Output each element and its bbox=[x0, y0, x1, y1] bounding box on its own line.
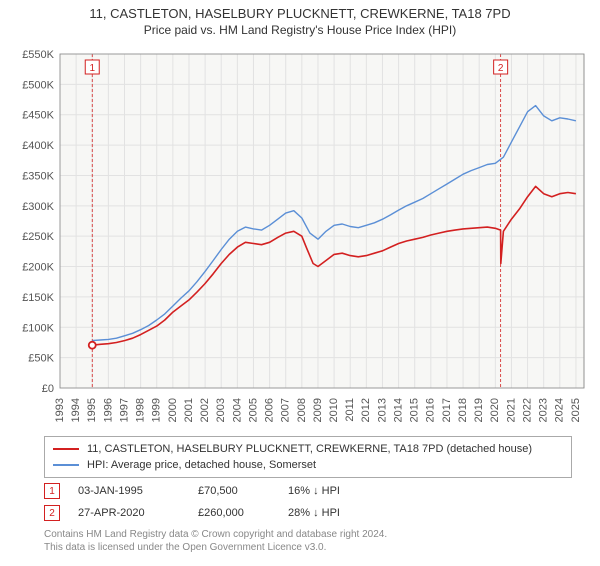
svg-text:1994: 1994 bbox=[70, 398, 82, 422]
legend-label: HPI: Average price, detached house, Some… bbox=[87, 459, 316, 471]
footer-line: This data is licensed under the Open Gov… bbox=[44, 541, 387, 554]
svg-text:2017: 2017 bbox=[441, 398, 453, 422]
svg-text:2005: 2005 bbox=[247, 398, 259, 422]
svg-text:£150K: £150K bbox=[22, 292, 54, 304]
svg-text:1998: 1998 bbox=[135, 398, 147, 422]
svg-text:2013: 2013 bbox=[376, 398, 388, 422]
svg-text:2: 2 bbox=[498, 63, 504, 74]
svg-text:£500K: £500K bbox=[22, 79, 54, 91]
line-chart-svg: £0 £50K £100K £150K £200K £250K £300K £350K £400… bbox=[10, 48, 590, 428]
legend-label: 11, CASTLETON, HASELBURY PLUCKNETT, CREW… bbox=[87, 443, 532, 455]
svg-text:2015: 2015 bbox=[409, 398, 421, 422]
svg-text:£250K: £250K bbox=[22, 231, 54, 243]
sale-markers: 1 03-JAN-1995 £70,500 16% ↓ HPI 2 27-APR… bbox=[44, 480, 554, 524]
chart-plot-area: £0 £50K £100K £150K £200K £250K £300K £350K £400… bbox=[10, 48, 590, 428]
legend-item: HPI: Average price, detached house, Some… bbox=[53, 457, 563, 473]
marker-price: £260,000 bbox=[198, 507, 288, 519]
svg-text:£350K: £350K bbox=[22, 170, 54, 182]
legend-item: 11, CASTLETON, HASELBURY PLUCKNETT, CREW… bbox=[53, 441, 563, 457]
svg-text:£300K: £300K bbox=[22, 201, 54, 213]
svg-text:2019: 2019 bbox=[473, 398, 485, 422]
svg-text:2020: 2020 bbox=[489, 398, 501, 422]
marker-row: 2 27-APR-2020 £260,000 28% ↓ HPI bbox=[44, 502, 554, 524]
svg-text:2014: 2014 bbox=[392, 398, 404, 422]
marker-row: 1 03-JAN-1995 £70,500 16% ↓ HPI bbox=[44, 480, 554, 502]
svg-text:2002: 2002 bbox=[199, 398, 211, 422]
svg-text:1993: 1993 bbox=[54, 398, 66, 422]
svg-text:2003: 2003 bbox=[215, 398, 227, 422]
svg-text:2018: 2018 bbox=[457, 398, 469, 422]
svg-text:£200K: £200K bbox=[22, 262, 54, 274]
svg-text:2024: 2024 bbox=[554, 398, 566, 422]
svg-text:1: 1 bbox=[89, 63, 95, 74]
svg-text:£450K: £450K bbox=[22, 110, 54, 122]
chart-subtitle: Price paid vs. HM Land Registry's House … bbox=[0, 23, 600, 37]
svg-text:1995: 1995 bbox=[86, 398, 98, 422]
svg-text:2011: 2011 bbox=[344, 398, 356, 422]
marker-badge: 2 bbox=[44, 505, 60, 521]
marker-pct: 28% ↓ HPI bbox=[288, 507, 408, 519]
svg-text:1999: 1999 bbox=[151, 398, 163, 422]
svg-text:1996: 1996 bbox=[102, 398, 114, 422]
marker-price: £70,500 bbox=[198, 485, 288, 497]
marker-pct: 16% ↓ HPI bbox=[288, 485, 408, 497]
footer-attribution: Contains HM Land Registry data © Crown c… bbox=[44, 528, 387, 554]
svg-text:1997: 1997 bbox=[118, 398, 130, 422]
svg-text:2008: 2008 bbox=[296, 398, 308, 422]
svg-text:2016: 2016 bbox=[425, 398, 437, 422]
footer-line: Contains HM Land Registry data © Crown c… bbox=[44, 528, 387, 541]
svg-text:2007: 2007 bbox=[280, 398, 292, 422]
svg-text:2025: 2025 bbox=[570, 398, 582, 422]
legend: 11, CASTLETON, HASELBURY PLUCKNETT, CREW… bbox=[44, 436, 572, 478]
svg-text:2021: 2021 bbox=[505, 398, 517, 422]
svg-text:2023: 2023 bbox=[538, 398, 550, 422]
svg-text:2006: 2006 bbox=[264, 398, 276, 422]
svg-text:£50K: £50K bbox=[28, 353, 54, 365]
svg-text:2010: 2010 bbox=[328, 398, 340, 422]
svg-text:£0: £0 bbox=[42, 383, 54, 395]
svg-text:£550K: £550K bbox=[22, 49, 54, 61]
legend-swatch bbox=[53, 464, 79, 466]
svg-text:£100K: £100K bbox=[22, 322, 54, 334]
svg-text:2012: 2012 bbox=[360, 398, 372, 422]
svg-text:£400K: £400K bbox=[22, 140, 54, 152]
chart-container: 11, CASTLETON, HASELBURY PLUCKNETT, CREW… bbox=[0, 6, 600, 566]
svg-text:2022: 2022 bbox=[521, 398, 533, 422]
svg-text:2004: 2004 bbox=[231, 398, 243, 422]
svg-text:2000: 2000 bbox=[167, 398, 179, 422]
marker-date: 03-JAN-1995 bbox=[78, 485, 198, 497]
marker-date: 27-APR-2020 bbox=[78, 507, 198, 519]
svg-text:2001: 2001 bbox=[183, 398, 195, 422]
chart-title: 11, CASTLETON, HASELBURY PLUCKNETT, CREW… bbox=[0, 6, 600, 21]
svg-text:2009: 2009 bbox=[312, 398, 324, 422]
marker-badge: 1 bbox=[44, 483, 60, 499]
legend-swatch bbox=[53, 448, 79, 450]
